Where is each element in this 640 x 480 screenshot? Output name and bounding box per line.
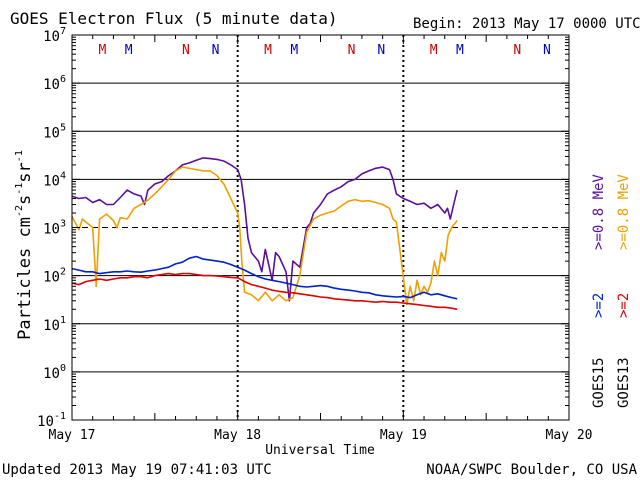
horizontal-gridlines [72, 82, 569, 373]
y-tick-exponent: 3 [60, 219, 66, 230]
x-tick-label: May 19 [380, 428, 427, 443]
y-axis-label-exp1: -2 [14, 205, 25, 217]
mn-marker: M [290, 43, 298, 58]
y-tick-label: 100 [43, 363, 66, 382]
y-tick-base: 10 [43, 270, 60, 286]
y-tick-label: 105 [43, 122, 66, 141]
legend-goes15-high: >=0.8 MeV [591, 174, 607, 250]
mn-marker: M [430, 43, 438, 58]
series-lines [71, 157, 458, 311]
y-axis-label: Particles cm-2s-1sr-1 [14, 150, 35, 340]
y-tick-exponent: 0 [60, 363, 66, 374]
updated-timestamp: Updated 2013 May 19 07:41:03 UTC [2, 462, 272, 478]
y-tick-base: 10 [43, 173, 60, 189]
legend-goes13: GOES13 >=2 >=0.8 MeV [616, 174, 632, 408]
y-tick-base: 10 [43, 222, 60, 238]
y-tick-exponent: -1 [54, 411, 66, 422]
y-tick-label: 101 [43, 315, 66, 334]
legend-goes15: GOES15 >=2 >=0.8 MeV [591, 174, 607, 408]
series-line [71, 272, 458, 311]
y-tick-base: 10 [43, 29, 60, 45]
y-axis-label-exp3: -1 [14, 150, 25, 162]
y-axis-label-s: s [15, 195, 35, 205]
y-tick-label: 10-1 [37, 411, 66, 430]
y-tick-exponent: 2 [60, 267, 66, 278]
mn-marker: M [125, 43, 133, 58]
y-tick-base: 10 [37, 414, 54, 430]
y-tick-label: 102 [43, 267, 66, 286]
y-tick-exponent: 7 [60, 26, 66, 37]
y-tick-exponent: 5 [60, 122, 66, 133]
begin-date-label: Begin: 2013 May 17 0000 UTC [413, 16, 640, 32]
y-tick-label: 107 [43, 26, 66, 45]
mn-marker: N [182, 43, 190, 58]
y-axis-label-main: Particles cm [15, 217, 35, 340]
y-tick-base: 10 [43, 366, 60, 382]
y-tick-exponent: 6 [60, 74, 66, 85]
y-tick-base: 10 [43, 77, 60, 93]
source-credit: NOAA/SWPC Boulder, CO USA [426, 462, 637, 478]
mn-marker: M [264, 43, 272, 58]
series-line [71, 166, 458, 306]
legend-goes15-low: >=2 [591, 293, 607, 318]
x-tick-label: May 18 [214, 428, 261, 443]
y-tick-exponent: 1 [60, 315, 66, 326]
legend-goes13-low: >=2 [616, 293, 632, 318]
chart-title: GOES Electron Flux (5 minute data) [10, 9, 338, 28]
mn-marker: N [377, 43, 385, 58]
mn-marker: N [513, 43, 521, 58]
mn-marker: M [98, 43, 106, 58]
legend-goes15-sat: GOES15 [591, 357, 607, 408]
y-tick-base: 10 [43, 125, 60, 141]
y-axis-label-sr: sr [15, 162, 35, 182]
legend-goes13-sat: GOES13 [616, 357, 632, 408]
x-axis-ticks: May 17 May 18 May 19 May 20 [49, 35, 593, 443]
x-tick-label: May 20 [546, 428, 593, 443]
legend-goes13-high: >=0.8 MeV [616, 174, 632, 250]
mn-marker: M [456, 43, 464, 58]
mn-marker: N [212, 43, 220, 58]
day-separators [236, 35, 405, 420]
x-axis-label: Universal Time [265, 443, 375, 458]
x-tick-label: May 17 [49, 428, 96, 443]
y-tick-label: 104 [43, 170, 66, 189]
mn-marker: N [348, 43, 356, 58]
series-line [71, 255, 458, 300]
mn-marker: N [543, 43, 551, 58]
y-tick-label: 103 [43, 219, 66, 238]
y-tick-base: 10 [43, 318, 60, 334]
y-tick-label: 106 [43, 74, 66, 93]
y-axis-label-exp2: -1 [14, 183, 25, 195]
y-tick-exponent: 4 [60, 170, 66, 181]
